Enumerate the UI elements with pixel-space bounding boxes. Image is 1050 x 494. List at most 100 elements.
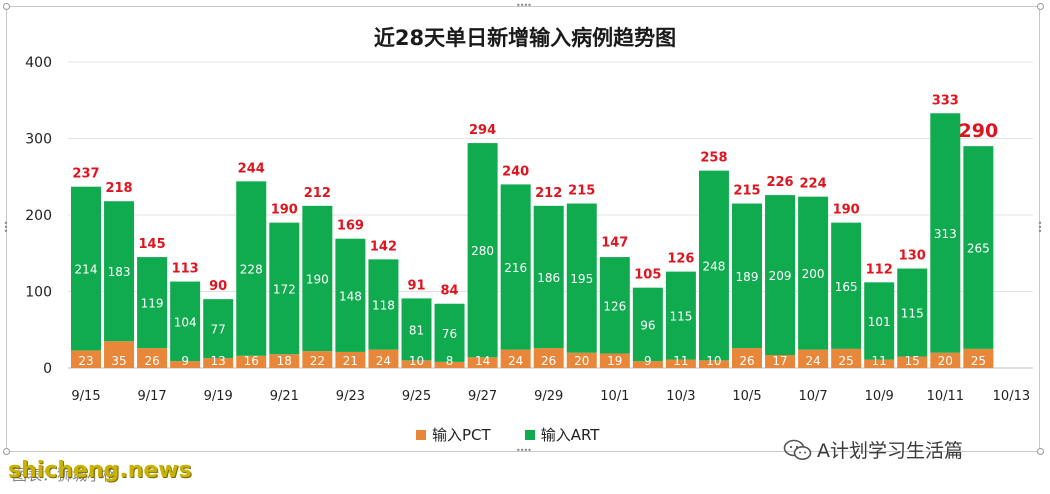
data-label-pct-22: 24 [805,354,820,368]
bar-pct-14 [533,348,564,368]
bar-art-7 [302,205,333,352]
data-label-pct-2: 26 [144,354,159,368]
data-label-art-14: 186 [537,271,560,285]
legend-swatch-art [524,429,535,440]
bar-art-22 [798,196,829,350]
data-label-total-9: 142 [370,239,397,254]
data-label-art-1: 183 [108,265,131,279]
bar-art-3 [170,281,201,362]
resize-handle-left-mid[interactable]: • • • [3,219,9,236]
data-label-art-9: 118 [372,299,395,313]
data-label-total-23: 190 [833,203,860,218]
data-label-art-26: 313 [934,227,957,241]
y-tick-label-1: 100 [25,285,52,301]
legend-label-pct: 输入PCT [432,426,491,444]
bar-art-19 [698,170,729,361]
data-label-art-16: 126 [603,299,626,313]
y-tick-label-3: 300 [25,132,52,148]
data-label-pct-5: 16 [244,354,259,368]
resize-handle-bottom-right[interactable] [1037,448,1044,455]
bar-art-13 [500,184,531,350]
data-label-pct-27: 25 [971,354,986,368]
bar-art-21 [765,195,796,355]
chart-title: 近28天单日新增输入病例趋势图 [373,26,677,50]
legend-label-art: 输入ART [540,426,600,444]
data-label-pct-26: 20 [938,354,953,368]
bar-art-9 [368,259,399,350]
resize-handle-bottom-mid[interactable]: •••• [516,446,532,455]
bar-pct-17 [632,361,663,368]
legend-item-art: 输入ART [524,424,600,445]
data-label-art-10: 81 [409,323,424,337]
bar-pct-15 [566,352,597,368]
data-label-total-10: 91 [407,278,425,293]
resize-handle-top-right[interactable] [1037,3,1044,10]
data-label-total-24: 112 [866,262,893,277]
wechat-icon [783,439,812,460]
data-label-total-16: 147 [601,236,628,251]
resize-handle-right-mid[interactable]: • • • [1037,219,1043,236]
data-label-pct-3: 9 [181,354,189,368]
resize-handle-bottom-left[interactable] [3,448,10,455]
bar-pct-19 [698,360,729,368]
data-label-total-0: 237 [72,167,99,182]
chart-legend: 输入PCT 输入ART [416,424,599,445]
data-label-art-21: 209 [769,269,792,283]
bar-art-1 [104,201,135,342]
x-tick-label-0: 9/15 [71,389,100,404]
bar-pct-20 [732,348,762,368]
data-label-art-23: 165 [835,280,858,294]
bar-pct-26 [930,352,961,368]
bar-art-8 [335,238,366,352]
wechat-watermark: A计划学习生活篇 [783,436,963,463]
bar-pct-25 [897,356,928,368]
wechat-account-name: A计划学习生活篇 [817,440,963,462]
data-label-pct-4: 13 [211,354,226,368]
bar-art-17 [632,287,663,362]
bar-pct-9 [368,349,399,368]
data-label-total-4: 90 [209,279,227,294]
data-label-art-13: 216 [504,261,527,275]
x-tick-label-1: 9/17 [137,389,166,404]
bar-pct-13 [500,349,531,368]
bar-art-5 [236,181,267,356]
data-label-pct-19: 10 [706,354,721,368]
bar-pct-21 [765,354,796,368]
resize-handle-top-mid[interactable]: •••• [516,1,532,10]
data-label-total-14: 212 [535,186,562,201]
data-label-art-7: 190 [306,272,329,286]
data-label-art-19: 248 [702,259,725,273]
data-label-pct-8: 21 [343,354,358,368]
bar-pct-1 [104,341,135,368]
data-label-pct-9: 24 [376,354,391,368]
y-tick-label-0: 0 [43,361,52,377]
data-label-total-25: 130 [899,249,926,264]
bar-pct-11 [434,361,465,368]
data-label-pct-24: 11 [872,354,887,368]
bar-art-20 [732,203,762,349]
data-label-total-13: 240 [502,164,529,179]
bar-art-16 [599,257,630,354]
bar-pct-0 [71,350,101,368]
bar-art-14 [533,205,564,349]
data-label-total-26: 333 [932,93,959,108]
data-label-art-12: 280 [471,244,494,258]
resize-handle-top-left[interactable] [3,3,10,10]
data-label-art-15: 195 [570,272,593,286]
x-tick-label-12: 10/9 [865,389,894,404]
bar-art-25 [897,268,928,357]
data-label-art-18: 115 [669,310,692,324]
bar-art-6 [269,222,300,355]
bar-pct-10 [401,360,432,368]
x-tick-label-13: 10/11 [927,389,964,404]
data-label-pct-23: 25 [839,354,854,368]
data-label-pct-10: 10 [409,354,424,368]
data-label-art-25: 115 [901,307,924,321]
data-label-art-27: 265 [967,242,990,256]
y-tick-label-2: 200 [25,208,52,224]
bar-art-12 [467,143,498,358]
data-label-total-12: 294 [469,123,496,138]
data-label-total-17: 105 [634,268,661,283]
data-label-art-4: 77 [211,323,226,337]
data-label-art-24: 101 [868,315,891,329]
